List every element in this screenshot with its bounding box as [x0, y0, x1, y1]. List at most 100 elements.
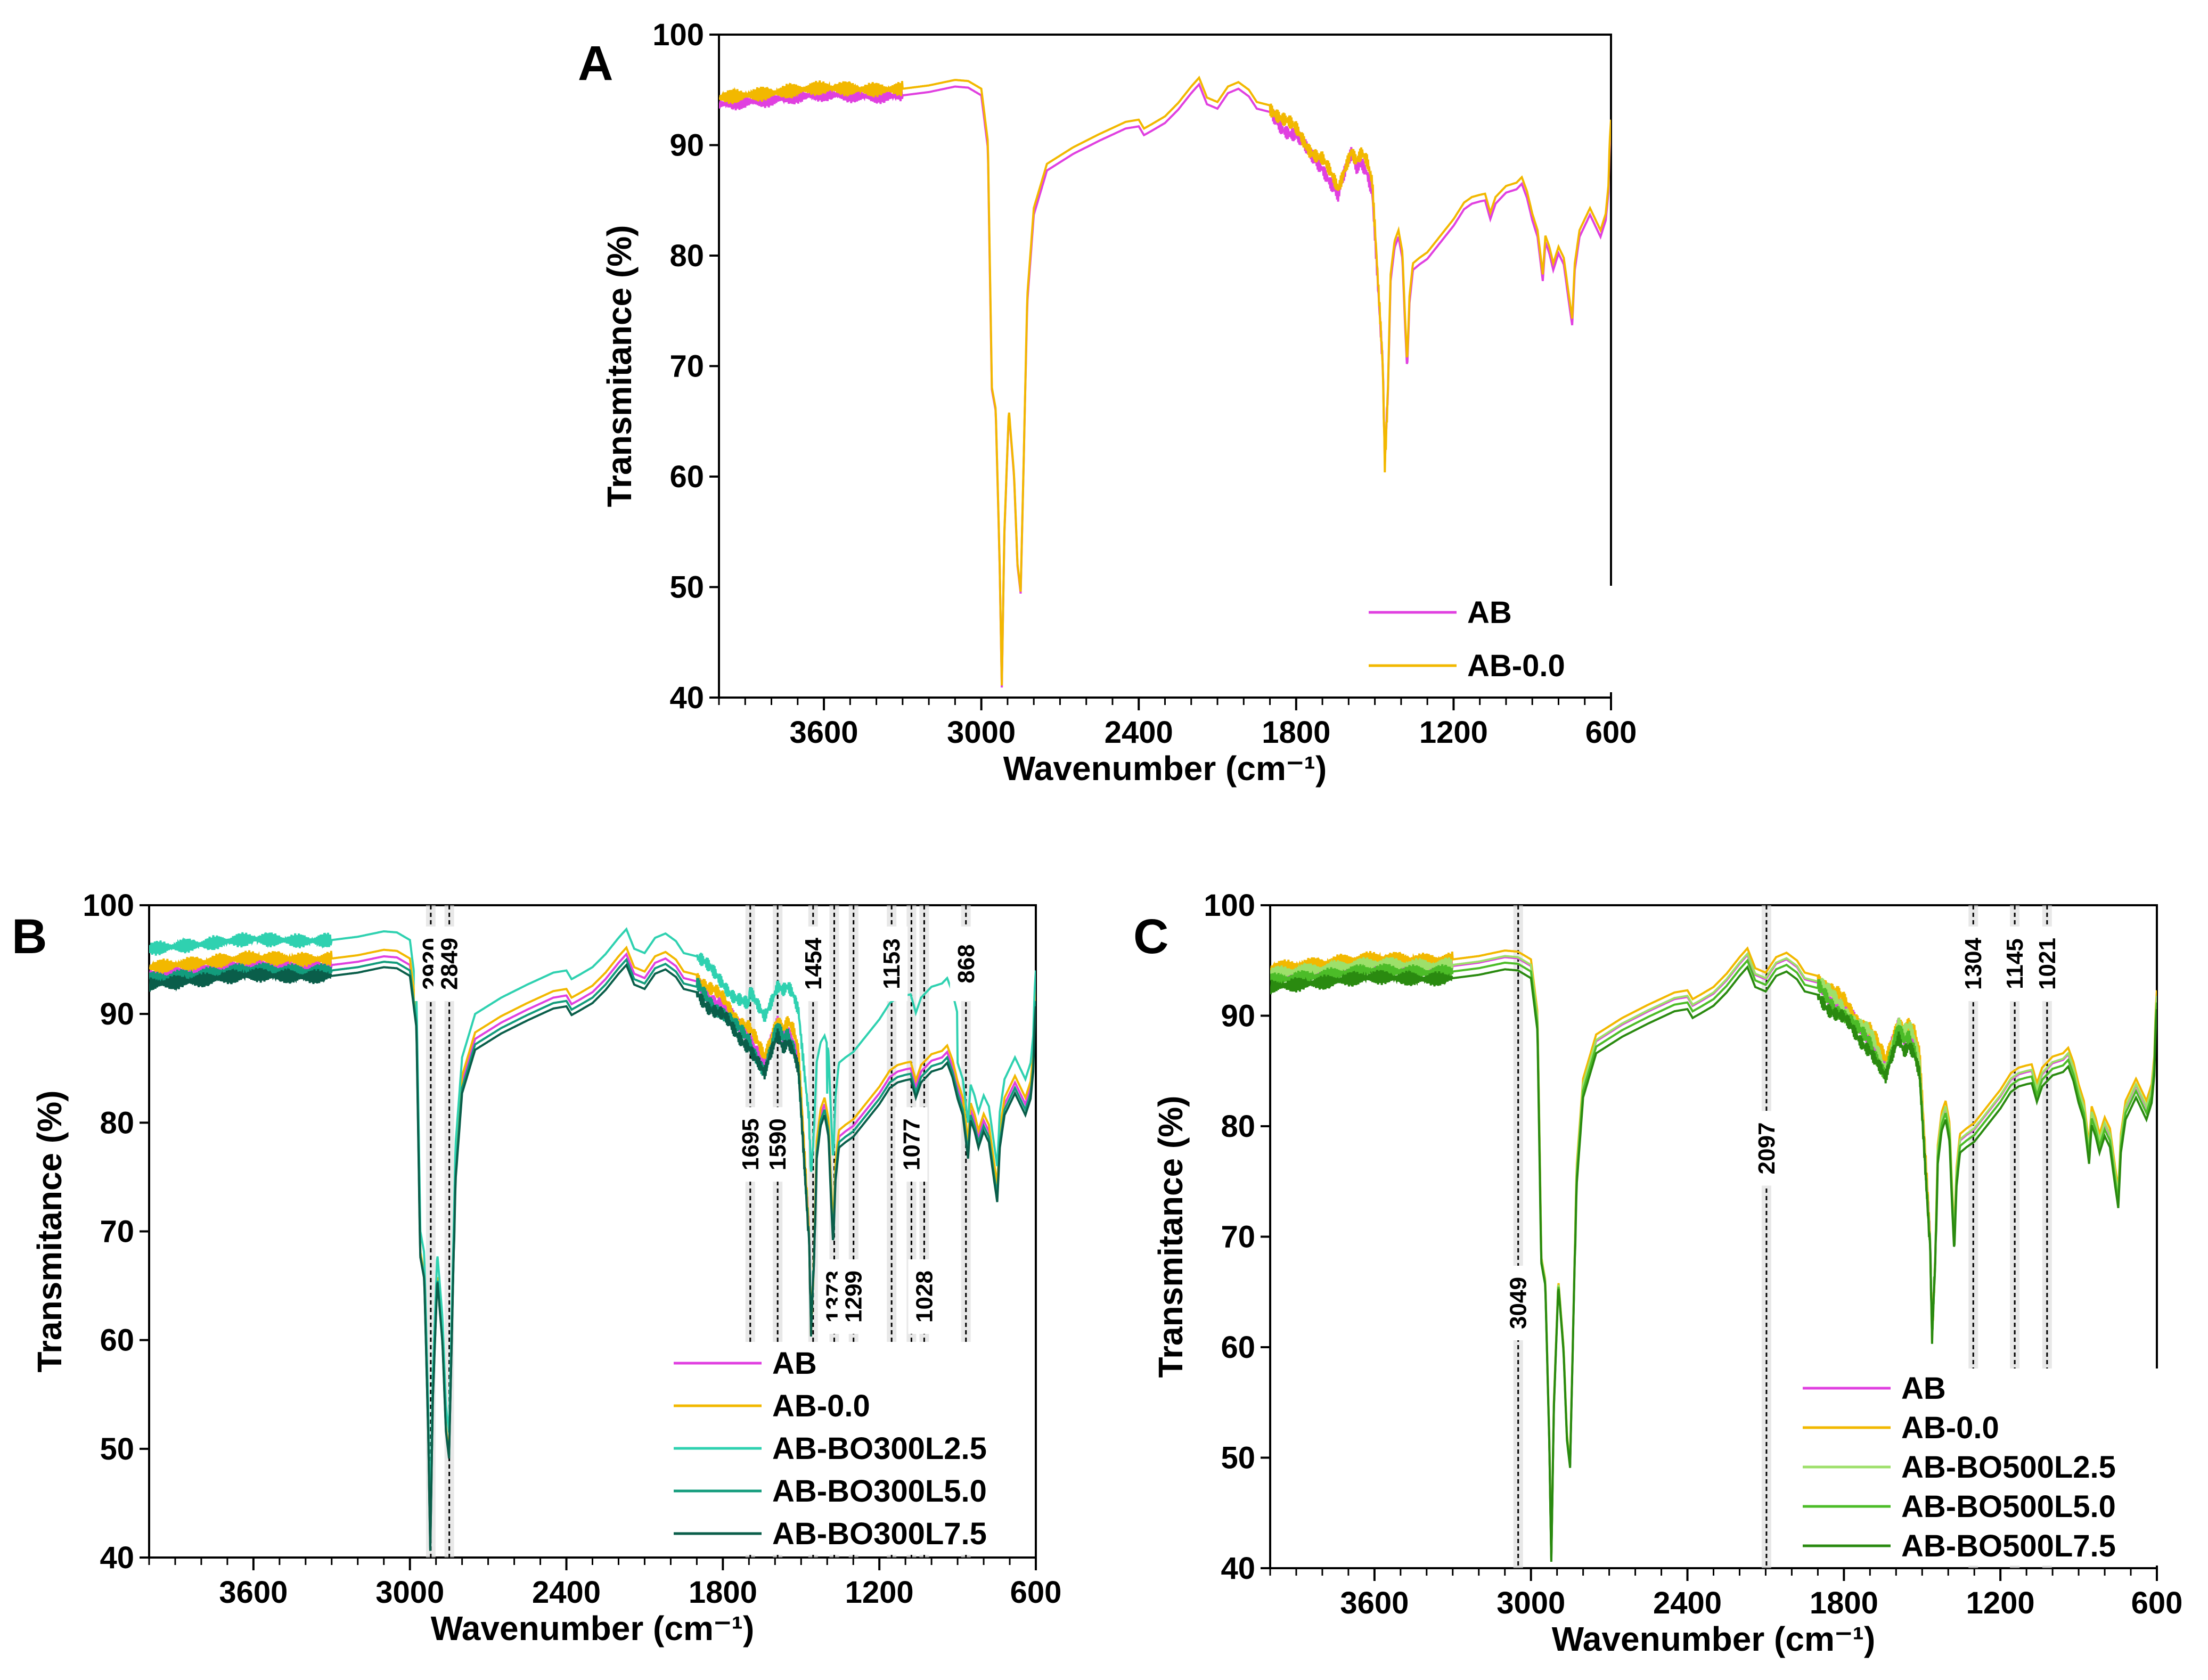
- x-tick-label: 3600: [219, 1575, 288, 1610]
- annotation-label: 1153: [879, 938, 905, 989]
- legend-label: AB-BO300L2.5: [772, 1431, 987, 1466]
- legend-label: AB-BO300L7.5: [772, 1517, 987, 1551]
- x-tick-label: 1800: [1810, 1586, 1878, 1620]
- x-axis-label: Wavenumber (cm⁻¹): [1003, 749, 1327, 788]
- y-tick-label: 100: [1204, 888, 1255, 923]
- annotation-label: 1454: [800, 938, 827, 990]
- y-tick-label: 90: [1221, 999, 1255, 1034]
- legend-label: AB: [1467, 595, 1512, 630]
- x-axis-label: Wavenumber (cm⁻¹): [431, 1609, 755, 1648]
- y-tick-label: 70: [1221, 1220, 1255, 1255]
- x-tick-label: 1800: [689, 1575, 757, 1610]
- y-tick-label: 60: [669, 460, 704, 494]
- x-tick-label: 3000: [1496, 1586, 1565, 1620]
- y-tick-label: 40: [100, 1540, 134, 1575]
- y-tick-label: 60: [1221, 1330, 1255, 1365]
- x-tick-label: 3000: [375, 1575, 444, 1610]
- annotation-label-bg: [950, 927, 982, 1001]
- legend-label: AB-0.0: [1467, 649, 1565, 683]
- y-tick-label: 40: [1221, 1551, 1255, 1586]
- annotation-label: 1695: [738, 1118, 764, 1170]
- panel-letter: B: [12, 909, 47, 964]
- legend-box: [1363, 586, 1614, 692]
- annotation-label-bg: [762, 1107, 794, 1182]
- x-tick-label: 600: [1010, 1575, 1062, 1610]
- y-tick-label: 70: [100, 1215, 134, 1249]
- y-axis-label: Transmitance (%): [1151, 1096, 1190, 1378]
- annotation-label: 1145: [2002, 938, 2028, 989]
- y-tick-label: 70: [669, 349, 704, 384]
- panel-letter: A: [578, 36, 613, 91]
- y-tick-label: 60: [100, 1323, 134, 1358]
- x-tick-label: 3000: [947, 715, 1016, 750]
- annotation-label: 1028: [911, 1271, 937, 1323]
- y-tick-label: 90: [669, 128, 704, 163]
- legend-label: AB-0.0: [772, 1389, 870, 1423]
- y-axis-label: Transmitance (%): [30, 1091, 69, 1373]
- annotation-label: 2097: [1754, 1122, 1780, 1175]
- annotation-label-bg: [797, 927, 829, 1001]
- annotation-label: 1304: [1960, 938, 1986, 990]
- panel-letter: C: [1133, 909, 1168, 964]
- annotation-band: [444, 905, 454, 1558]
- y-tick-label: 50: [669, 570, 704, 605]
- x-axis-label: Wavenumber (cm⁻¹): [1552, 1620, 1876, 1658]
- annotation-label: 2849: [437, 938, 463, 990]
- x-tick-label: 600: [1585, 715, 1637, 750]
- legend-label: AB-BO500L7.5: [1901, 1529, 2116, 1563]
- annotation-label-bg: [1750, 1111, 1782, 1186]
- legend-label: AB-BO500L5.0: [1901, 1489, 2116, 1524]
- legend-label: AB-BO500L2.5: [1901, 1450, 2116, 1485]
- legend: AB AB-0.0 AB-BO300L2.5 AB-BO300L5.0 AB-BO300…: [668, 1342, 1031, 1555]
- annotation-label: 868: [953, 944, 979, 983]
- legend: AB AB-0.0: [1363, 586, 1614, 692]
- series-line-AB-0.0: [149, 945, 1036, 1546]
- panel-A: A 40 50 60 70 80 90 100 3600 3000 2400 1800 1200 600 W…: [578, 18, 1637, 788]
- annotation-label: 3049: [1506, 1277, 1532, 1329]
- legend: AB AB-0.0 AB-BO500L2.5 AB-BO500L5.0 AB-BO500…: [1797, 1368, 2160, 1566]
- y-axis-label: Transmitance (%): [600, 225, 639, 507]
- annotation-label: 1021: [2034, 938, 2060, 990]
- x-tick-label: 2400: [1653, 1586, 1722, 1620]
- legend-label: AB-BO300L5.0: [772, 1474, 987, 1509]
- legend-label: AB: [1901, 1371, 1946, 1406]
- annotation-label-bg: [1957, 927, 1990, 1001]
- x-tick-label: 3600: [790, 715, 858, 750]
- y-tick-label: 90: [100, 997, 134, 1031]
- x-tick-label: 1200: [1419, 715, 1488, 750]
- annotation-label: 1077: [898, 1118, 925, 1170]
- series-line-AB-BO300L2.5: [149, 927, 1036, 1525]
- legend-label: AB-0.0: [1901, 1411, 1999, 1445]
- annotation-label-bg: [1502, 1266, 1534, 1340]
- annotation-label-bg: [908, 1259, 941, 1334]
- panel-B: B 40 50 60 70 80 90 100 3600 3000 2400 1800 1200 600 W…: [12, 888, 1061, 1648]
- series-line-AB-0.0: [719, 76, 1611, 686]
- annotation-label: 1299: [841, 1271, 867, 1323]
- series-line-AB-BO500L2.5: [1270, 952, 2157, 1558]
- annotation-label-bg: [837, 1259, 870, 1334]
- y-tick-label: 40: [669, 681, 704, 715]
- series-line-AB: [719, 82, 1611, 688]
- annotation-label-bg: [734, 1107, 766, 1182]
- annotation-label-bg: [895, 1107, 928, 1182]
- series-line-AB-BO300L7.5: [149, 963, 1036, 1551]
- x-tick-label: 1200: [845, 1575, 914, 1610]
- x-tick-label: 1200: [1966, 1586, 2035, 1620]
- y-tick-label: 80: [100, 1105, 134, 1140]
- y-tick-label: 80: [1221, 1109, 1255, 1144]
- legend-label: AB: [772, 1346, 817, 1381]
- x-tick-label: 600: [2131, 1586, 2183, 1620]
- panel-C: C 40 50 60 70 80 90 100 3600 3000 2400 1800 1200 600 W…: [1133, 888, 2182, 1658]
- annotation-label-bg: [876, 927, 908, 1001]
- y-tick-label: 100: [83, 888, 134, 923]
- x-tick-label: 1800: [1262, 715, 1330, 750]
- annotation-label-bg: [1999, 927, 2031, 1001]
- y-tick-label: 100: [652, 18, 704, 52]
- y-tick-label: 80: [669, 239, 704, 273]
- x-tick-label: 2400: [1105, 715, 1173, 750]
- x-tick-label: 2400: [532, 1575, 601, 1610]
- annotation-label: 1590: [765, 1118, 791, 1170]
- y-tick-label: 50: [100, 1432, 134, 1466]
- y-tick-label: 50: [1221, 1441, 1255, 1476]
